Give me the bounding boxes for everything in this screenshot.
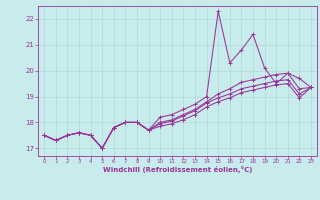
- X-axis label: Windchill (Refroidissement éolien,°C): Windchill (Refroidissement éolien,°C): [103, 166, 252, 173]
